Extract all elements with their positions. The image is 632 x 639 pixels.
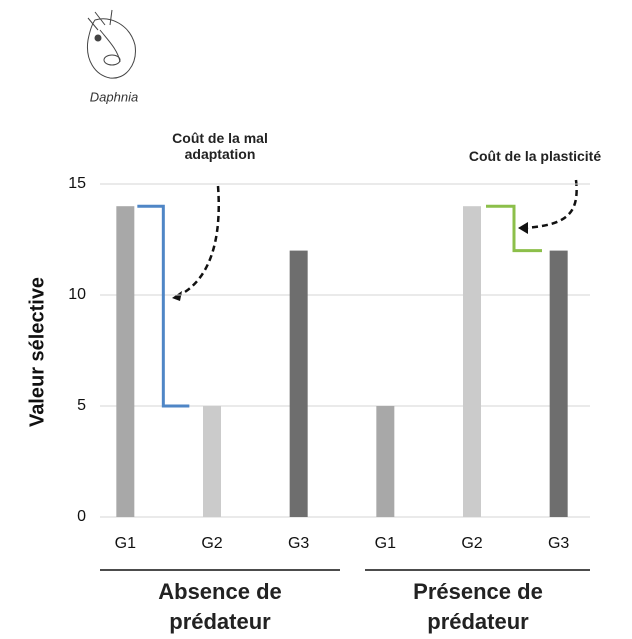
chart: Daphnia Valeur sélective 0 5 10 15 G1 G2 G3 G1 G… xyxy=(0,0,632,639)
bar xyxy=(203,406,221,517)
bar xyxy=(290,251,308,517)
x-tick-label: G2 xyxy=(201,535,222,552)
bar xyxy=(463,206,481,517)
group-label: Présence de prédateur xyxy=(378,577,578,637)
y-tick-label: 5 xyxy=(77,397,86,414)
image-caption: Daphnia xyxy=(90,89,138,104)
bar xyxy=(376,406,394,517)
x-tick-label: G3 xyxy=(288,535,309,552)
y-tick-label: 10 xyxy=(68,286,86,303)
cost-bracket xyxy=(137,206,189,406)
arrowhead xyxy=(518,222,528,234)
y-tick-label: 0 xyxy=(77,508,86,525)
annotation: Coût de la mal adaptation xyxy=(140,130,300,162)
arrow xyxy=(525,180,577,228)
x-tick-label: G3 xyxy=(548,535,569,552)
bar xyxy=(550,251,568,517)
arrowhead xyxy=(172,291,182,301)
bar xyxy=(116,206,134,517)
page: Daphnia Valeur sélective 0 5 10 15 G1 G2 G3 G1 G… xyxy=(0,0,632,639)
x-tick-label: G1 xyxy=(115,535,136,552)
arrow xyxy=(178,186,219,296)
annotation: Coût de la plasticité xyxy=(440,148,630,164)
x-tick-label: G2 xyxy=(461,535,482,552)
x-tick-label: G1 xyxy=(375,535,396,552)
group-label: Absence de prédateur xyxy=(120,577,320,637)
y-axis-label: Valeur sélective xyxy=(26,277,48,427)
y-tick-label: 15 xyxy=(68,175,86,192)
daphnia-sketch xyxy=(87,10,135,78)
